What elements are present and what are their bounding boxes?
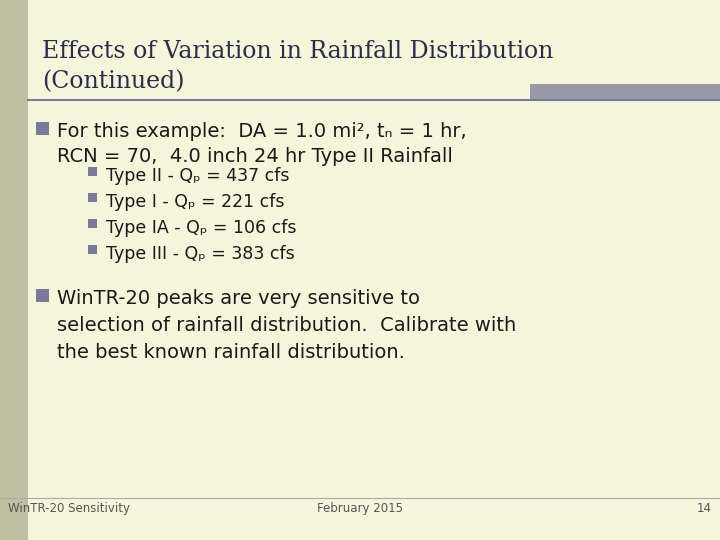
Text: For this example:  DA = 1.0 mi², tₙ = 1 hr,: For this example: DA = 1.0 mi², tₙ = 1 h…	[57, 122, 467, 141]
Bar	[88, 167, 97, 176]
Text: Type I - Qₚ = 221 cfs: Type I - Qₚ = 221 cfs	[106, 193, 284, 211]
Bar	[36, 122, 49, 135]
Bar	[88, 193, 97, 202]
Bar	[88, 219, 97, 228]
Text: selection of rainfall distribution.  Calibrate with: selection of rainfall distribution. Cali…	[57, 316, 516, 335]
Bar	[88, 245, 97, 254]
Text: (Continued): (Continued)	[42, 70, 184, 93]
Text: Type IA - Qₚ = 106 cfs: Type IA - Qₚ = 106 cfs	[106, 219, 297, 237]
Text: February 2015: February 2015	[317, 502, 403, 515]
Text: Effects of Variation in Rainfall Distribution: Effects of Variation in Rainfall Distrib…	[42, 40, 554, 63]
Text: WinTR-20 Sensitivity: WinTR-20 Sensitivity	[8, 502, 130, 515]
Text: 14: 14	[697, 502, 712, 515]
Bar	[36, 289, 49, 302]
Bar	[0, 0, 28, 540]
Bar	[530, 84, 720, 100]
Text: Type II - Qₚ = 437 cfs: Type II - Qₚ = 437 cfs	[106, 167, 289, 185]
Text: the best known rainfall distribution.: the best known rainfall distribution.	[57, 343, 405, 362]
Text: WinTR-20 peaks are very sensitive to: WinTR-20 peaks are very sensitive to	[57, 289, 420, 308]
Text: Type III - Qₚ = 383 cfs: Type III - Qₚ = 383 cfs	[106, 245, 294, 263]
Text: RCN = 70,  4.0 inch 24 hr Type II Rainfall: RCN = 70, 4.0 inch 24 hr Type II Rainfal…	[57, 147, 453, 166]
